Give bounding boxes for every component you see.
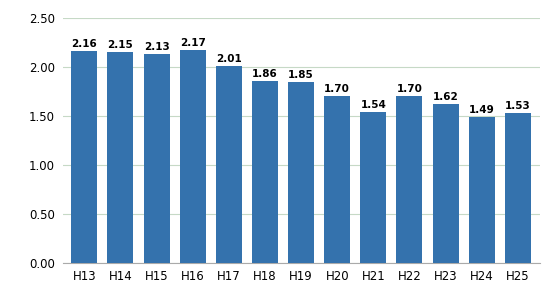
Bar bbox=[180, 50, 206, 263]
Bar bbox=[288, 82, 314, 263]
Bar bbox=[71, 51, 98, 263]
Text: 2.17: 2.17 bbox=[180, 38, 205, 48]
Bar bbox=[107, 52, 134, 263]
Bar bbox=[505, 113, 531, 263]
Text: 1.85: 1.85 bbox=[288, 70, 314, 80]
Bar bbox=[252, 81, 278, 263]
Bar bbox=[397, 96, 422, 263]
Text: 1.62: 1.62 bbox=[433, 92, 458, 102]
Bar bbox=[216, 66, 242, 263]
Text: 1.53: 1.53 bbox=[505, 101, 531, 111]
Text: 1.70: 1.70 bbox=[397, 85, 422, 95]
Text: 2.15: 2.15 bbox=[107, 40, 134, 50]
Bar bbox=[433, 104, 459, 263]
Text: 1.86: 1.86 bbox=[252, 69, 278, 79]
Text: 1.49: 1.49 bbox=[469, 105, 495, 115]
Text: 1.70: 1.70 bbox=[324, 85, 350, 95]
Text: 2.13: 2.13 bbox=[144, 42, 169, 52]
Text: 2.01: 2.01 bbox=[216, 54, 242, 64]
Bar bbox=[469, 117, 495, 263]
Bar bbox=[143, 54, 169, 263]
Bar bbox=[360, 112, 386, 263]
Text: 1.54: 1.54 bbox=[360, 100, 386, 110]
Text: 2.16: 2.16 bbox=[71, 40, 97, 50]
Bar bbox=[324, 96, 350, 263]
